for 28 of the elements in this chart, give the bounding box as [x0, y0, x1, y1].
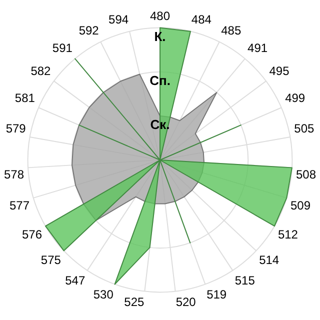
y-tick-label: Ск.	[150, 117, 170, 132]
spoke-label: 525	[124, 294, 145, 309]
spoke-label: 505	[294, 121, 314, 136]
spoke-label: 495	[269, 64, 290, 78]
spoke-label: 514	[259, 252, 280, 267]
spoke-label: 508	[296, 167, 316, 182]
spoke-label: 499	[285, 91, 306, 106]
spoke-label: 519	[206, 288, 227, 302]
spoke-label: 512	[278, 228, 298, 242]
spoke-label: 582	[30, 64, 52, 78]
spoke-label: 591	[52, 40, 73, 55]
spoke-label: 491	[248, 40, 268, 55]
spoke-label: 575	[40, 252, 62, 267]
spoke-label: 576	[22, 228, 42, 242]
spoke-label: 592	[78, 23, 100, 38]
spoke-label: 578	[4, 167, 24, 182]
spoke-label: 480	[150, 8, 170, 23]
spoke-label: 579	[6, 121, 26, 136]
spoke-label: 594	[108, 12, 129, 27]
spoke-label: 530	[93, 288, 114, 302]
spoke-label: 547	[65, 273, 86, 288]
spoke-label: 520	[176, 294, 196, 309]
spoke-label: 485	[221, 23, 242, 38]
spoke-label: 581	[14, 91, 36, 106]
spoke-label: 484	[191, 12, 212, 27]
spoke-label: 577	[9, 198, 30, 213]
spoke-label: 509	[290, 198, 311, 213]
spoke-label: 515	[234, 273, 256, 288]
